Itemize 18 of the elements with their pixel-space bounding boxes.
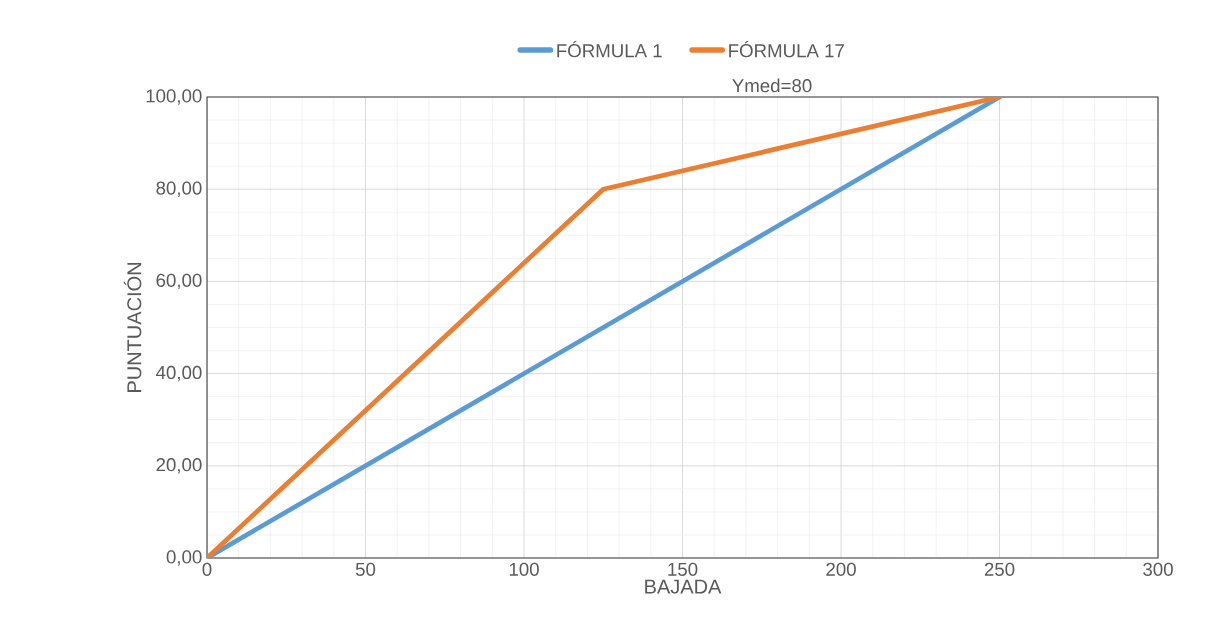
y-tick-label: 20,00: [156, 458, 202, 474]
x-tick-label: 150: [668, 562, 698, 576]
x-tick-label: 50: [355, 562, 376, 576]
x-axis-title: BAJADA: [645, 579, 722, 594]
y-tick-label: 100,00: [146, 89, 202, 105]
x-tick-label: 200: [826, 562, 856, 576]
legend-label: FÓRMULA 17: [729, 40, 844, 58]
legend-label: FÓRMULA 1: [557, 40, 662, 58]
y-axis-title: PUNTUACIÓN: [123, 263, 142, 392]
x-tick-label: 250: [984, 562, 1015, 576]
y-tick-label: 40,00: [156, 365, 202, 382]
y-tick-label: 60,00: [156, 273, 202, 290]
text: Ymed=80: [732, 78, 812, 93]
y-tick-label: 0,00: [166, 550, 202, 566]
x-tick-label: 0: [202, 562, 212, 576]
y-tick-label: 80,00: [156, 181, 202, 197]
x-tick-label: 100: [509, 562, 539, 576]
x-tick-label: 300: [1143, 562, 1173, 576]
